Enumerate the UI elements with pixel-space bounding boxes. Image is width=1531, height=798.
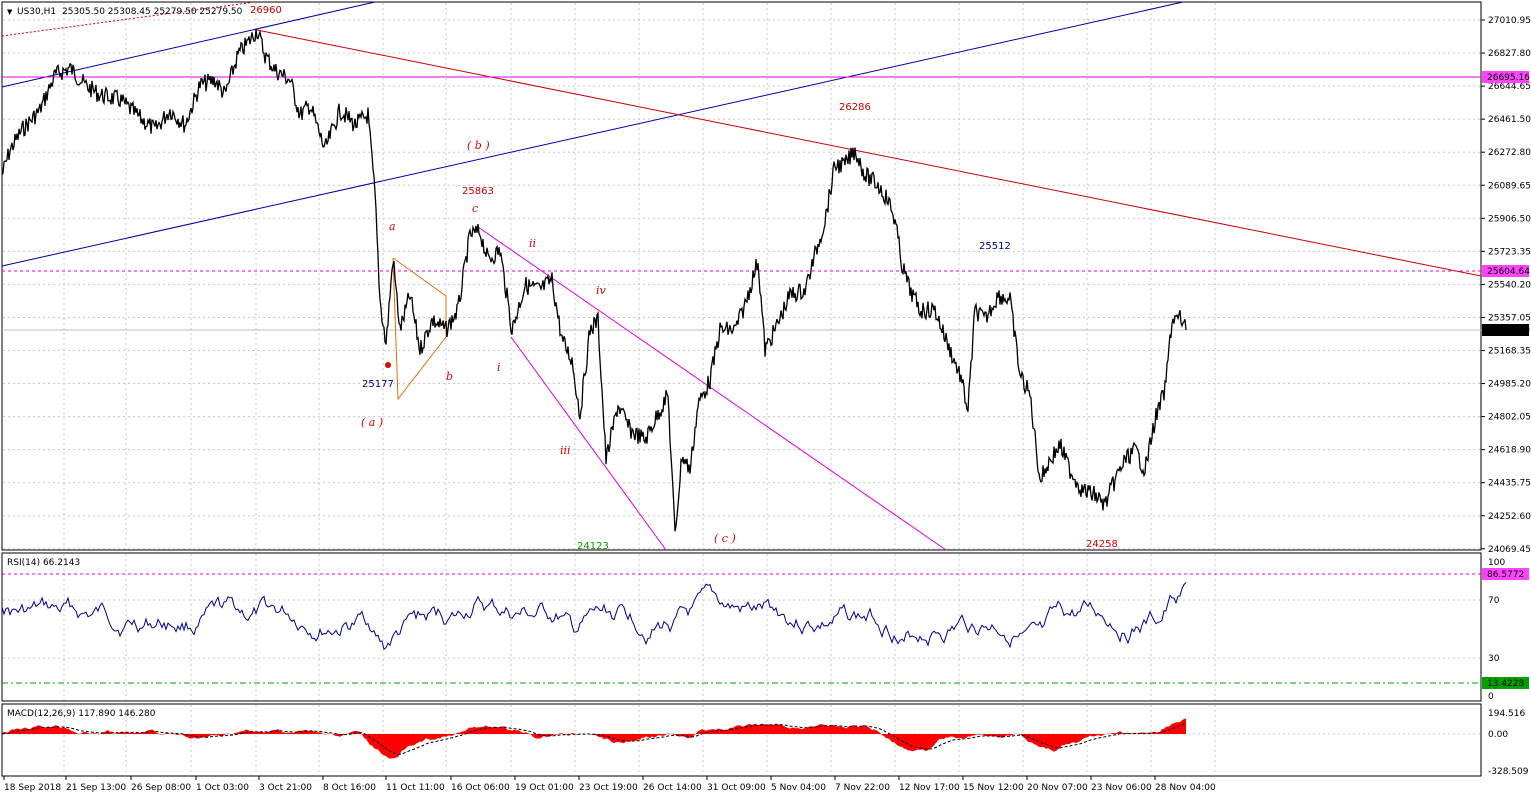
time-tick-label: 23 Nov 06:00 bbox=[1091, 783, 1152, 793]
label-25863: 25863 bbox=[462, 186, 494, 197]
rsi-tick-70: 70 bbox=[1488, 596, 1500, 606]
tag-rsi-low-bg bbox=[1482, 677, 1529, 689]
channel-dotted-extension bbox=[1, 1, 256, 37]
wave-label-iv: iv bbox=[596, 284, 607, 297]
label-25512: 25512 bbox=[979, 241, 1011, 252]
price-line bbox=[1, 29, 1187, 532]
time-tick-label: 28 Nov 04:00 bbox=[1155, 783, 1216, 793]
channel-lower-line[interactable] bbox=[1, 1, 1184, 267]
price-tick-label: 26272.80 bbox=[1488, 148, 1531, 158]
tag-current-price-bg bbox=[1482, 324, 1529, 336]
price-tick-label: 26461.50 bbox=[1488, 115, 1531, 125]
price-tick-label: 26089.65 bbox=[1488, 181, 1531, 191]
price-tick-label: 25168.35 bbox=[1488, 347, 1531, 357]
rsi-grid bbox=[3, 554, 1480, 700]
tag-rsi-low: 13.4228 bbox=[1487, 679, 1524, 689]
tag-current-price: 25279.50 bbox=[1487, 326, 1530, 336]
price-tick-label: 24985.20 bbox=[1488, 380, 1531, 390]
tag-rsi-high: 86.5772 bbox=[1487, 570, 1524, 580]
time-tick-label: 8 Oct 16:00 bbox=[323, 783, 376, 793]
low-marker-dot bbox=[385, 362, 391, 368]
time-tick-label: 21 Sep 13:00 bbox=[66, 783, 126, 793]
wave-label-b-major: ( b ) bbox=[467, 139, 490, 152]
time-tick-label: 31 Oct 09:00 bbox=[707, 783, 766, 793]
time-tick-label: 16 Oct 06:00 bbox=[451, 783, 510, 793]
wave-label-ii: ii bbox=[529, 237, 536, 250]
price-tick-label: 24069.45 bbox=[1488, 545, 1531, 555]
rsi-axis: 100 70 30 0 bbox=[1488, 558, 1505, 702]
price-tick-label: 27010.95 bbox=[1488, 16, 1531, 26]
macd-tick-zero: 0.00 bbox=[1488, 730, 1508, 740]
wave-label-c-major: ( c ) bbox=[714, 532, 736, 545]
price-tick-label: 25723.35 bbox=[1488, 247, 1531, 257]
price-grid bbox=[3, 3, 1480, 550]
time-tick-label: 26 Sep 08:00 bbox=[131, 783, 191, 793]
label-24258: 24258 bbox=[1086, 539, 1118, 550]
price-pane[interactable]: 26960 26286 25863 25512 25177 24123 2425… bbox=[1, 1, 1482, 552]
wave-label-b: b bbox=[446, 370, 453, 383]
ohlc-values: 25305.50 25308.45 25279.50 25279.50 bbox=[62, 7, 243, 17]
label-24123: 24123 bbox=[577, 541, 609, 552]
price-tick-label: 26644.65 bbox=[1488, 82, 1531, 92]
time-tick-label: 5 Nov 04:00 bbox=[771, 783, 826, 793]
wave-label-c: c bbox=[472, 202, 478, 215]
time-tick-label: 20 Nov 07:00 bbox=[1027, 783, 1088, 793]
price-tick-label: 25357.05 bbox=[1488, 313, 1531, 323]
tag-hline-magenta: 26695.16 bbox=[1487, 73, 1530, 83]
downtrend-line[interactable] bbox=[256, 29, 1482, 277]
wave-label-iii: iii bbox=[560, 444, 571, 457]
symbol-dropdown-icon[interactable]: ▼ bbox=[7, 8, 13, 16]
time-tick-label: 18 Sep 2018 bbox=[4, 783, 61, 793]
macd-title: MACD(12,26,9) 117.890 146.280 bbox=[7, 709, 156, 719]
price-tick-label: 24618.90 bbox=[1488, 446, 1531, 456]
price-tick-label: 24802.05 bbox=[1488, 413, 1531, 423]
price-tick-label: 25540.20 bbox=[1488, 280, 1531, 290]
time-tick-label: 26 Oct 14:00 bbox=[643, 783, 702, 793]
time-tick-label: 3 Oct 21:00 bbox=[259, 783, 312, 793]
triangle-pattern[interactable] bbox=[392, 257, 447, 401]
label-25177: 25177 bbox=[362, 379, 394, 390]
macd-pane[interactable]: MACD(12,26,9) 117.890 146.280 bbox=[1, 703, 1482, 777]
rsi-title: RSI(14) 66.2143 bbox=[7, 558, 80, 568]
price-axis[interactable]: 27010.95 26827.80 26644.65 26461.50 26272.80… bbox=[1481, 16, 1531, 555]
rsi-line bbox=[1, 582, 1187, 651]
macd-tick-bottom: -328.509 bbox=[1488, 767, 1529, 777]
label-26286: 26286 bbox=[839, 102, 871, 113]
time-tick-label: 12 Nov 17:00 bbox=[899, 783, 960, 793]
label-26960: 26960 bbox=[250, 5, 282, 16]
wave-label-a: a bbox=[389, 220, 396, 233]
wedge-lower-line[interactable] bbox=[510, 336, 667, 551]
macd-signal-line bbox=[1, 722, 1187, 755]
symbol-label[interactable]: US30,H1 bbox=[17, 7, 56, 17]
tag-hline-magenta-bg bbox=[1482, 71, 1529, 83]
tag-hline-dashed-bg bbox=[1482, 265, 1529, 277]
rsi-tick-100: 100 bbox=[1488, 558, 1505, 568]
time-tick-label: 23 Oct 19:00 bbox=[579, 783, 638, 793]
price-tick-label: 26827.80 bbox=[1488, 49, 1531, 59]
rsi-tick-0: 0 bbox=[1488, 692, 1494, 702]
wave-label-a-major: ( a ) bbox=[361, 416, 383, 429]
price-tick-label: 25906.50 bbox=[1488, 214, 1531, 224]
channel-upper-line[interactable] bbox=[1, 1, 376, 88]
tag-hline-dashed: 25604.64 bbox=[1487, 267, 1530, 277]
time-axis[interactable]: 18 Sep 2018 21 Sep 13:00 26 Sep 08:00 1 Oct… bbox=[3, 776, 1216, 793]
time-tick-label: 1 Oct 03:00 bbox=[196, 783, 249, 793]
price-tick-label: 24435.75 bbox=[1488, 479, 1531, 489]
time-tick-label: 15 Nov 12:00 bbox=[963, 783, 1024, 793]
tag-rsi-high-bg bbox=[1482, 568, 1529, 580]
macd-axis: 194.516 0.00 -328.509 bbox=[1488, 709, 1529, 777]
time-tick-label: 7 Nov 22:00 bbox=[835, 783, 890, 793]
macd-tick-top: 194.516 bbox=[1488, 709, 1525, 719]
wedge-upper-line[interactable] bbox=[477, 226, 947, 551]
wave-label-i: i bbox=[497, 361, 501, 374]
rsi-pane[interactable]: RSI(14) 66.2143 bbox=[1, 552, 1482, 702]
time-tick-label: 19 Oct 01:00 bbox=[515, 783, 574, 793]
price-tick-label: 24252.60 bbox=[1488, 512, 1531, 522]
time-tick-label: 11 Oct 11:00 bbox=[386, 783, 445, 793]
rsi-tick-30: 30 bbox=[1488, 654, 1500, 664]
